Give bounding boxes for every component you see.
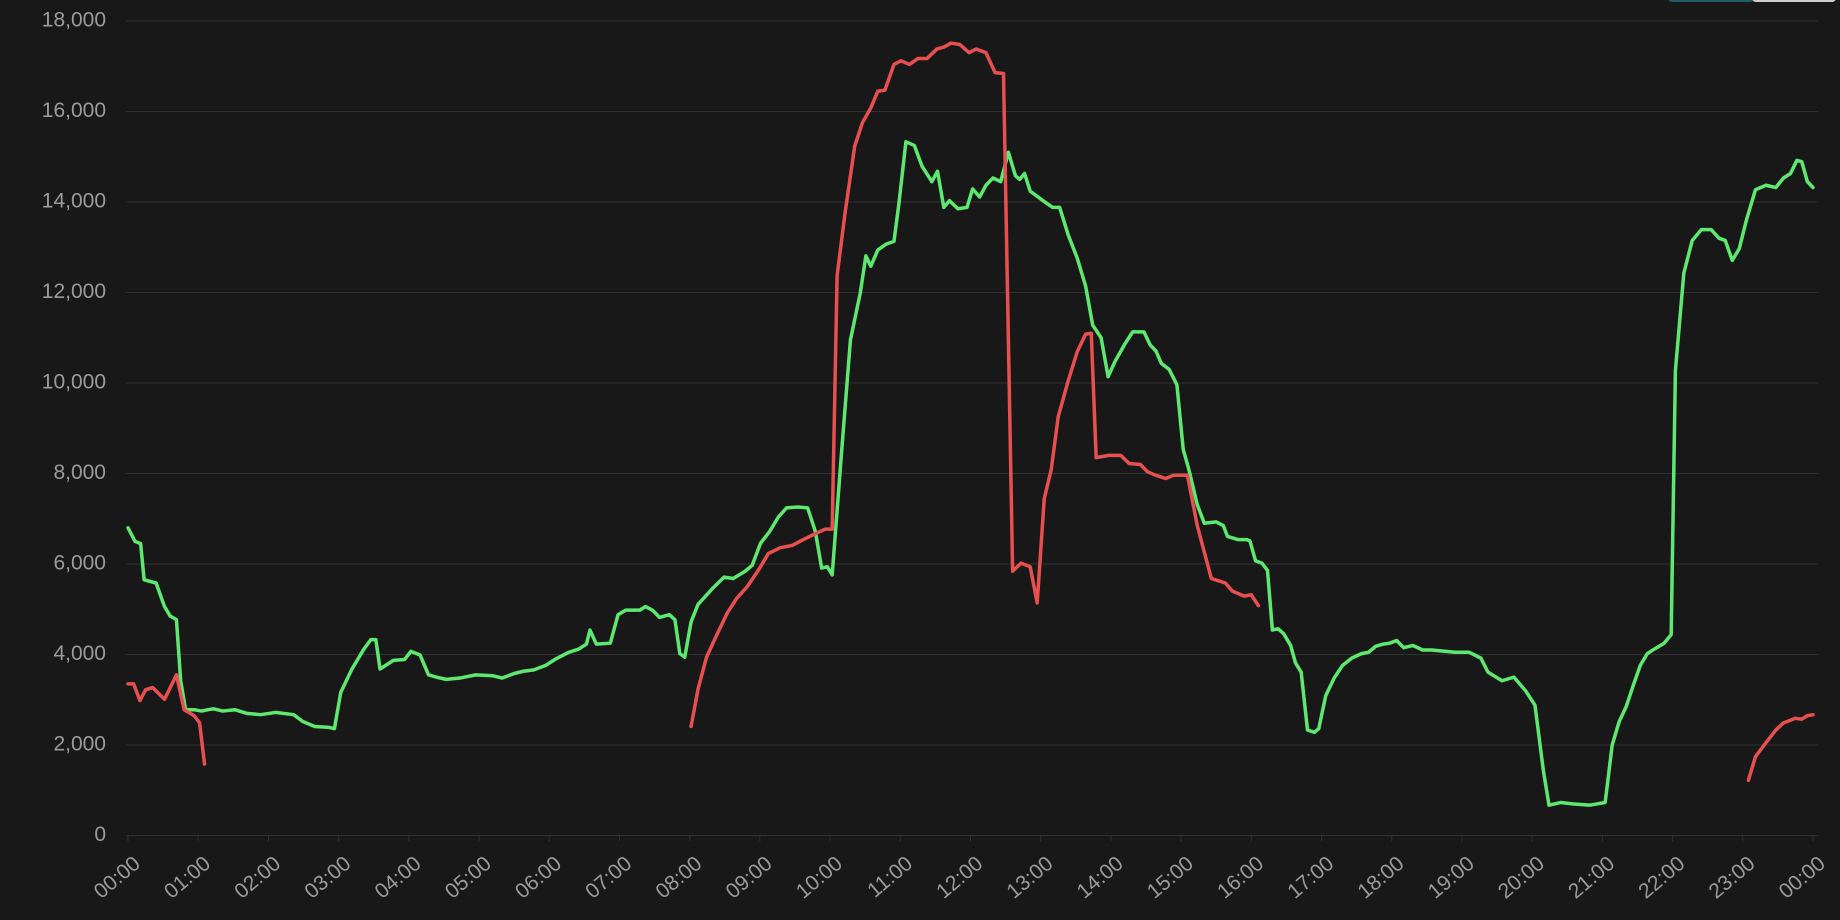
y-tick-label: 2,000 [53, 733, 106, 756]
y-tick-label: 12,000 [42, 280, 106, 303]
y-tick-label: 10,000 [42, 371, 106, 394]
toggle-button[interactable] [1668, 0, 1754, 2]
y-tick-label: 6,000 [53, 552, 106, 575]
y-tick-label: 18,000 [42, 9, 106, 32]
toggle-button[interactable] [1752, 0, 1836, 2]
series-line [126, 41, 1815, 783]
y-tick-label: 16,000 [42, 99, 106, 122]
lines [126, 41, 1815, 807]
y-tick-label: 14,000 [42, 190, 106, 213]
y-tick-label: 0 [94, 823, 106, 846]
y-tick-label: 4,000 [53, 642, 106, 665]
y-tick-label: 8,000 [53, 461, 106, 484]
